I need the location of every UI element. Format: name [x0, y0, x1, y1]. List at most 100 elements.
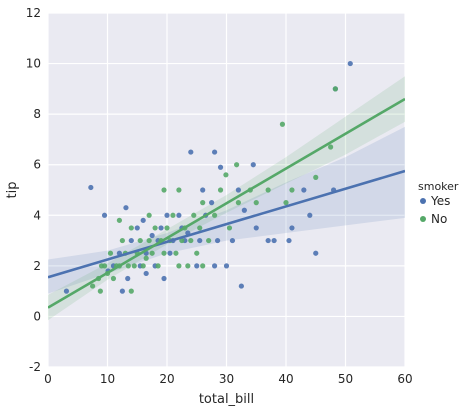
data-point-no — [194, 250, 200, 256]
data-point-no — [234, 162, 240, 168]
data-point-no — [217, 187, 224, 193]
data-point-yes — [134, 225, 140, 231]
data-point-no — [226, 225, 233, 231]
data-point-no — [179, 237, 185, 244]
data-point-no — [170, 212, 176, 218]
data-point-yes — [347, 60, 353, 67]
data-point-yes — [63, 288, 70, 294]
data-point-no — [235, 200, 241, 206]
y-tick-label: 12 — [26, 6, 41, 20]
data-point-no — [223, 172, 229, 178]
data-point-yes — [209, 200, 215, 206]
regression-line-yes — [48, 169, 405, 279]
data-point-yes — [265, 237, 271, 244]
plot-marks — [48, 60, 405, 321]
data-point-yes — [194, 263, 200, 269]
data-point-yes — [229, 237, 236, 244]
data-point-no — [188, 237, 194, 244]
data-point-yes — [200, 187, 206, 193]
data-point-yes — [123, 205, 129, 211]
data-point-no — [110, 275, 117, 282]
legend-marker-no — [420, 216, 426, 222]
data-point-no — [176, 263, 182, 269]
data-point-yes — [271, 237, 277, 244]
x-tick-label: 60 — [397, 372, 412, 386]
data-point-yes — [149, 232, 155, 239]
data-point-yes — [188, 149, 194, 155]
data-point-yes — [212, 149, 218, 155]
data-point-no — [90, 283, 96, 289]
data-point-yes — [250, 162, 256, 168]
data-point-no — [152, 225, 158, 231]
x-tick-label: 10 — [100, 372, 115, 386]
x-tick-label: 30 — [219, 372, 234, 386]
data-point-no — [279, 121, 286, 127]
data-point-no — [173, 250, 179, 256]
regression-line-no — [48, 97, 405, 309]
data-point-no — [128, 288, 134, 294]
data-point-no — [146, 237, 152, 244]
data-point-yes — [119, 288, 125, 294]
y-tick-label: 6 — [33, 158, 41, 172]
data-point-yes — [167, 250, 173, 256]
data-point-yes — [286, 237, 292, 244]
data-point-no — [116, 217, 122, 223]
data-point-no — [185, 263, 191, 269]
data-point-no — [143, 255, 149, 261]
data-point-yes — [223, 263, 230, 269]
data-point-no — [146, 212, 152, 218]
data-point-no — [98, 263, 105, 269]
data-point-yes — [212, 263, 218, 269]
data-point-no — [265, 187, 271, 193]
y-tick-label: 8 — [33, 107, 41, 121]
x-tick-label: 50 — [338, 372, 353, 386]
data-point-no — [161, 187, 167, 193]
x-axis-label: total_bill — [199, 392, 254, 407]
data-point-no — [155, 263, 161, 269]
data-point-yes — [253, 225, 259, 231]
data-point-yes — [176, 212, 182, 218]
data-point-yes — [143, 270, 149, 277]
data-point-no — [149, 250, 155, 256]
data-point-no — [140, 263, 146, 269]
data-point-no — [97, 288, 103, 294]
y-axis-label: tip — [5, 182, 20, 199]
data-point-yes — [128, 237, 134, 244]
data-point-no — [137, 237, 143, 244]
legend-marker-yes — [420, 198, 426, 204]
y-tick-label: 2 — [33, 259, 41, 273]
data-point-no — [200, 263, 206, 269]
data-point-yes — [241, 207, 247, 213]
data-point-yes — [125, 275, 131, 282]
data-point-no — [253, 200, 259, 206]
data-point-yes — [235, 187, 241, 193]
data-point-yes — [197, 237, 203, 244]
data-point-yes — [307, 212, 313, 218]
legend-title: smoker — [418, 180, 459, 193]
data-point-yes — [238, 283, 244, 289]
y-tick-label: 4 — [33, 208, 41, 222]
data-point-yes — [164, 212, 170, 218]
legend-label-yes: Yes — [430, 194, 450, 208]
data-point-no — [289, 187, 295, 193]
x-tick-label: 20 — [159, 372, 174, 386]
data-point-no — [206, 237, 212, 244]
y-tick-label: -2 — [29, 360, 41, 374]
data-point-no — [119, 237, 125, 244]
data-point-yes — [214, 237, 221, 244]
x-tick-label: 0 — [44, 372, 52, 386]
data-point-no — [125, 263, 131, 269]
legend-label-no: No — [431, 212, 447, 226]
data-point-no — [212, 212, 218, 218]
data-point-yes — [140, 217, 146, 223]
data-point-yes — [161, 275, 167, 282]
data-point-no — [128, 225, 134, 231]
data-point-yes — [158, 225, 164, 231]
data-point-no — [161, 250, 167, 256]
x-tick-label: 40 — [278, 372, 293, 386]
y-tick-label: 0 — [33, 309, 41, 323]
